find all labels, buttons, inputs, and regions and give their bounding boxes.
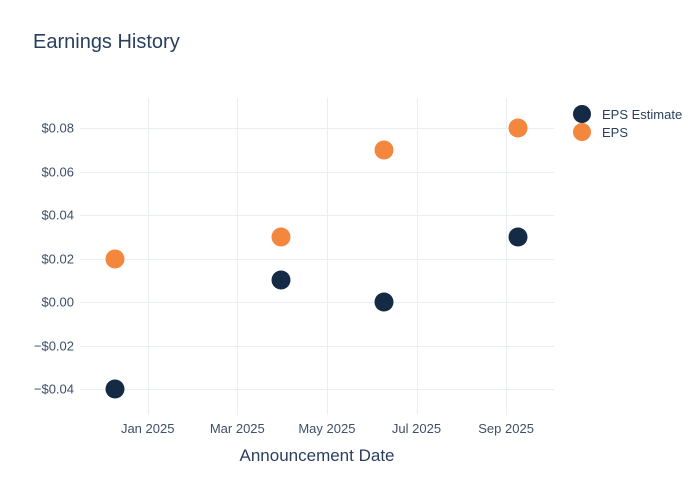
y-tick-label: $0.02	[41, 251, 74, 267]
y-tick-label: $0.06	[41, 164, 74, 180]
y-tick-label: $0.00	[41, 294, 74, 310]
legend: EPS Estimate EPS	[573, 105, 682, 141]
x-tick-label: Sep 2025	[478, 421, 534, 436]
h-gridline	[80, 388, 554, 390]
eps-estimate-marker-icon	[573, 105, 591, 123]
data-point-eps[interactable]	[374, 140, 394, 160]
data-point-eps-estimate[interactable]	[105, 379, 125, 399]
y-tick-label: $0.04	[41, 207, 74, 223]
data-point-eps-estimate[interactable]	[374, 292, 394, 312]
chart-title: Earnings History	[33, 31, 180, 53]
data-point-eps[interactable]	[105, 249, 125, 269]
v-gridline	[416, 98, 418, 415]
data-point-eps[interactable]	[271, 227, 291, 247]
h-gridline	[80, 302, 554, 304]
legend-item-eps-estimate[interactable]: EPS Estimate	[573, 105, 682, 123]
legend-label-eps: EPS	[602, 124, 629, 140]
data-point-eps[interactable]	[508, 118, 528, 138]
h-gridline	[80, 345, 554, 347]
plot-area	[80, 98, 554, 415]
h-gridline	[80, 258, 554, 260]
legend-label-eps-estimate: EPS Estimate	[602, 106, 683, 122]
v-gridline	[506, 98, 508, 415]
x-tick-label: Jan 2025	[120, 421, 175, 436]
h-gridline	[80, 128, 554, 130]
eps-marker-icon	[573, 123, 591, 141]
h-gridline	[80, 215, 554, 217]
h-gridline	[80, 171, 554, 173]
data-point-eps-estimate[interactable]	[508, 227, 528, 247]
x-tick-label: May 2025	[298, 421, 356, 436]
data-point-eps-estimate[interactable]	[271, 270, 291, 290]
legend-item-eps[interactable]: EPS	[573, 123, 682, 141]
x-tick-label: Jul 2025	[391, 421, 442, 436]
x-tick-label: Mar 2025	[209, 421, 265, 436]
v-gridline	[326, 98, 328, 415]
y-tick-label: −$0.04	[33, 381, 74, 397]
v-gridline	[147, 98, 149, 415]
v-gridline	[237, 98, 239, 415]
y-tick-label: $0.08	[41, 120, 74, 136]
x-axis-title: Announcement Date	[239, 446, 395, 465]
y-tick-label: −$0.02	[33, 338, 74, 353]
